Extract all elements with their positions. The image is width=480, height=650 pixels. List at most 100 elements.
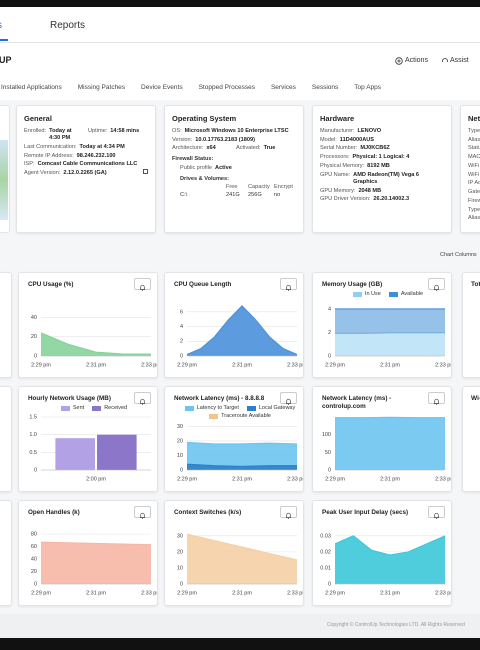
x-tick-label: 2:29 pm xyxy=(31,590,51,596)
table-header: Encrypt xyxy=(274,184,293,191)
info-field: GPU Driver Version: 26.20.14002.3 xyxy=(320,196,444,203)
field-label: Alias xyxy=(468,136,480,143)
chart-title: Tota xyxy=(471,281,480,288)
y-tick-label: 0 xyxy=(34,353,37,359)
legend-label: Traceroute Available xyxy=(221,413,271,419)
alert-button[interactable] xyxy=(428,506,445,519)
table-header: Capacity xyxy=(248,184,270,191)
isp-link-icon xyxy=(143,169,148,174)
info-row: MAC xyxy=(468,154,480,161)
header-divider xyxy=(0,42,480,43)
y-tick-label: 10 xyxy=(177,565,183,571)
assist-button[interactable]: Assist xyxy=(450,57,469,64)
info-row: Enrolled: Today at 4:30 PM Uptime: 14:58 mi… xyxy=(24,128,148,143)
x-tick-label: 2:33 pm xyxy=(287,590,304,596)
y-tick-label: 40 xyxy=(31,315,37,321)
y-tick-label: 0 xyxy=(328,581,331,587)
legend-label: Available xyxy=(400,291,424,297)
field-label: MAC xyxy=(468,154,480,161)
field-label: Activated: xyxy=(236,145,261,152)
info-row: IP Ac xyxy=(468,180,480,187)
icon-shape xyxy=(395,57,403,65)
info-card: Operating System OS: Microsoft Windows 10 … xyxy=(164,105,304,233)
actions-button[interactable]: Actions xyxy=(405,57,428,64)
sub-tab[interactable]: Top Apps xyxy=(354,84,382,91)
info-row: WiFi xyxy=(468,172,480,179)
area xyxy=(187,442,297,470)
tab[interactable]: Reports xyxy=(50,20,86,31)
sub-tab[interactable]: Stopped Processes xyxy=(198,84,255,91)
line xyxy=(40,541,152,546)
legend-label: Latency to Target xyxy=(196,405,239,411)
field-value: Microsoft Windows 10 Enterprise LTSC xyxy=(184,127,289,134)
field-value: 10.0.17763.2183 (1809) xyxy=(195,136,255,143)
chart-card: 0 10 20 30 2:29 pm 2:31 pm 2:33 pm Context Swit… xyxy=(164,500,304,606)
card-title: Hardware xyxy=(320,114,355,123)
alert-button[interactable] xyxy=(134,392,151,405)
footer-text: Copyright © ControlUp Technologies LTD. … xyxy=(327,622,465,628)
sub-tab[interactable]: Missing Patches xyxy=(77,84,126,91)
chart-card: 0 20 40 2:29 pm 2:31 pm 2:33 pm CPU Usage (%) xyxy=(18,272,158,378)
info-row: Agent Version: 2.12.0.2265 (GA) xyxy=(24,170,148,177)
line xyxy=(186,533,298,561)
info-row: Version: 10.0.17763.2183 (1809) xyxy=(172,137,296,144)
info-field: Remote IP Address: 98.246.232.100 xyxy=(24,153,148,160)
area xyxy=(41,542,151,584)
sub-tab[interactable]: Installed Applications xyxy=(1,84,62,91)
chart-title: CPU Usage (%) xyxy=(28,281,74,288)
info-field: Agent Version: 2.12.0.2265 (GA) xyxy=(24,170,148,177)
y-tick-label: 20 xyxy=(31,569,37,575)
tab[interactable]: s xyxy=(0,20,2,31)
alert-button[interactable] xyxy=(428,278,445,291)
chart: 0 10 20 30 2:29 pm 2:31 pm 2:33 pm xyxy=(177,533,304,596)
alert-button[interactable] xyxy=(428,392,445,405)
alert-button[interactable] xyxy=(280,392,297,405)
info-row: Gate xyxy=(468,189,480,196)
chart-columns-button[interactable]: Chart Columns xyxy=(440,252,477,258)
sub-tab[interactable]: Device Events xyxy=(141,84,183,91)
field-label: Public profile xyxy=(180,164,213,171)
field-label: Alias xyxy=(468,215,480,222)
area xyxy=(187,305,297,356)
field-label: Uptime: xyxy=(88,127,108,134)
field-label: OS: xyxy=(172,127,182,134)
icon-shape xyxy=(434,398,439,405)
alert-button[interactable] xyxy=(134,506,151,519)
sub-tab[interactable]: Services xyxy=(270,84,296,91)
chart-title: Network Latency (ms) - 8.8.8.8 xyxy=(174,395,265,402)
field-label: Statu xyxy=(468,145,480,152)
field-value: MJ0KCB6Z xyxy=(360,145,390,152)
icon-shape xyxy=(286,398,291,405)
field-label: Architecture: xyxy=(172,145,204,152)
field-label: WiFi xyxy=(468,171,480,178)
bell-icon xyxy=(140,512,145,519)
bar xyxy=(55,438,95,470)
legend-swatch xyxy=(209,413,219,419)
alert-button[interactable] xyxy=(280,506,297,519)
chart: 0 50 100 2:29 pm 2:31 pm 2:33 pm xyxy=(322,416,451,482)
field-value: Physical: 1 Logical: 4 xyxy=(352,154,410,161)
info-field: WiFi xyxy=(468,172,480,179)
y-tick-label: 4 xyxy=(180,324,183,330)
icon-shape xyxy=(442,58,448,62)
actions-icon xyxy=(395,57,403,65)
field-value: 26.20.14002.3 xyxy=(373,196,410,203)
legend-label: Local Gateway xyxy=(258,405,296,411)
field-value: True xyxy=(263,145,276,152)
partial-chart-card xyxy=(0,386,12,492)
alert-button[interactable] xyxy=(280,278,297,291)
sub-tab[interactable]: Sessions xyxy=(311,84,339,91)
chart-card: 0 0.5 1.0 1.5 2:00 pm Hourly Network Usage (M… xyxy=(18,386,158,492)
info-field: GPU Memory: 2048 MB xyxy=(320,188,444,195)
icon-shape xyxy=(434,512,439,519)
field-label: Serial Number: xyxy=(320,145,358,152)
legend-item: Received xyxy=(92,405,127,411)
info-field: Physical Memory: 8192 MB xyxy=(320,163,444,170)
icon-shape xyxy=(140,512,145,519)
x-tick-label: 2:31 pm xyxy=(86,590,106,596)
y-tick-label: 10 xyxy=(177,453,183,459)
field-label: Version: xyxy=(172,136,193,143)
alert-button[interactable] xyxy=(134,278,151,291)
y-tick-label: 20 xyxy=(177,549,183,555)
